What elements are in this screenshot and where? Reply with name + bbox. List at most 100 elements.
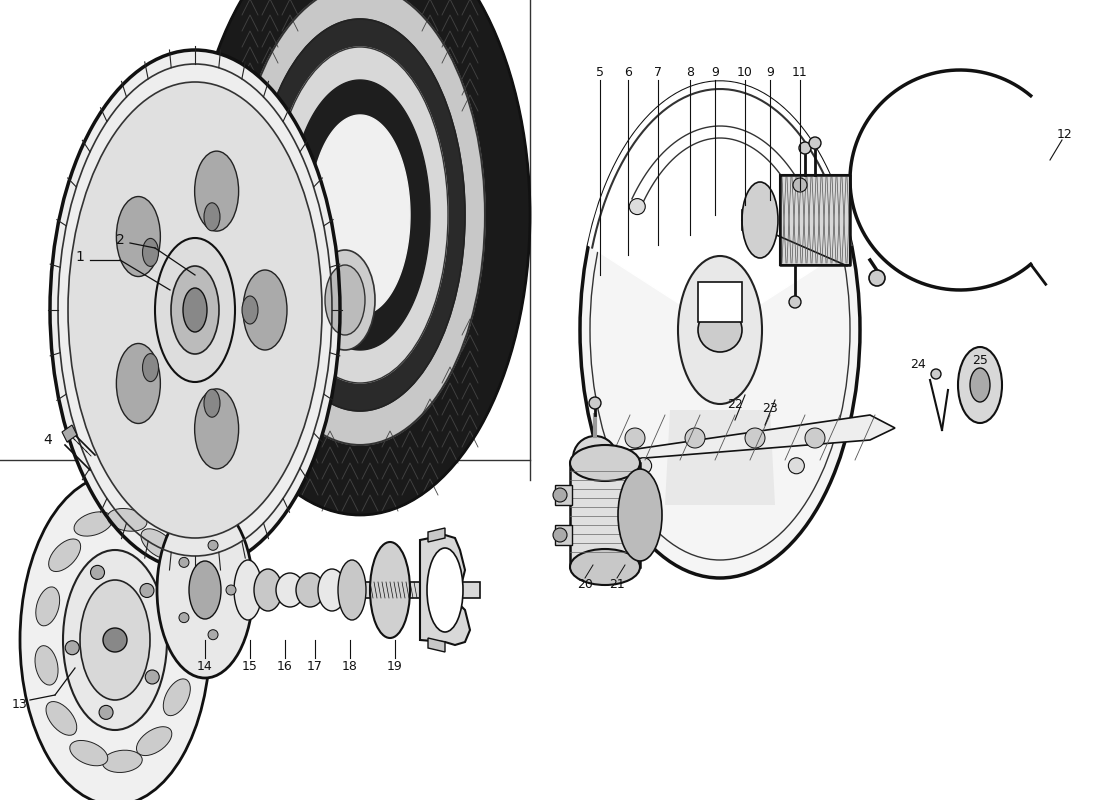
Text: 4: 4 xyxy=(44,433,53,447)
Circle shape xyxy=(588,397,601,409)
Text: 20: 20 xyxy=(578,578,593,591)
Text: 2: 2 xyxy=(116,233,124,247)
Circle shape xyxy=(573,436,617,480)
Ellipse shape xyxy=(141,529,175,559)
Ellipse shape xyxy=(678,256,762,404)
Circle shape xyxy=(799,142,811,154)
Circle shape xyxy=(636,458,651,474)
Polygon shape xyxy=(62,425,77,442)
Circle shape xyxy=(789,296,801,308)
Text: 10: 10 xyxy=(737,66,752,78)
Text: 9: 9 xyxy=(766,66,774,78)
Text: 23: 23 xyxy=(762,402,778,414)
Circle shape xyxy=(685,428,705,448)
Circle shape xyxy=(99,706,113,719)
Text: 12: 12 xyxy=(1057,129,1072,142)
Polygon shape xyxy=(780,175,850,265)
Ellipse shape xyxy=(68,82,322,538)
Text: eurospares: eurospares xyxy=(145,370,334,401)
Ellipse shape xyxy=(970,368,990,402)
Circle shape xyxy=(625,428,645,448)
Text: 25: 25 xyxy=(972,354,988,366)
Circle shape xyxy=(745,428,764,448)
Text: 14: 14 xyxy=(197,661,213,674)
Ellipse shape xyxy=(570,445,640,481)
Ellipse shape xyxy=(117,343,161,423)
Circle shape xyxy=(179,558,189,567)
Text: 7: 7 xyxy=(654,66,662,78)
Ellipse shape xyxy=(174,620,196,660)
Ellipse shape xyxy=(242,296,258,324)
Polygon shape xyxy=(190,0,530,515)
Text: 9: 9 xyxy=(711,66,719,78)
Ellipse shape xyxy=(570,549,640,585)
Circle shape xyxy=(553,488,566,502)
Polygon shape xyxy=(50,50,340,570)
Ellipse shape xyxy=(254,569,282,611)
Text: 17: 17 xyxy=(307,661,323,674)
Ellipse shape xyxy=(48,539,80,571)
Text: 6: 6 xyxy=(624,66,631,78)
Ellipse shape xyxy=(166,571,191,609)
Ellipse shape xyxy=(20,475,210,800)
Ellipse shape xyxy=(80,580,150,700)
Polygon shape xyxy=(272,47,448,383)
Polygon shape xyxy=(588,82,851,330)
Ellipse shape xyxy=(958,347,1002,423)
Ellipse shape xyxy=(170,266,219,354)
Ellipse shape xyxy=(189,561,221,619)
Text: 16: 16 xyxy=(277,661,293,674)
Circle shape xyxy=(629,198,646,214)
Circle shape xyxy=(781,175,798,191)
Circle shape xyxy=(103,628,127,652)
Ellipse shape xyxy=(157,502,253,678)
Ellipse shape xyxy=(296,573,324,607)
Polygon shape xyxy=(570,463,640,567)
Ellipse shape xyxy=(315,250,375,350)
Polygon shape xyxy=(556,485,572,505)
Ellipse shape xyxy=(580,82,860,578)
Text: 11: 11 xyxy=(792,66,807,78)
Polygon shape xyxy=(556,525,572,545)
Text: 1: 1 xyxy=(76,250,85,264)
Ellipse shape xyxy=(324,265,365,335)
Ellipse shape xyxy=(155,238,235,382)
Polygon shape xyxy=(235,0,485,445)
Circle shape xyxy=(208,540,218,550)
Text: 24: 24 xyxy=(910,358,926,371)
Ellipse shape xyxy=(195,389,239,469)
Text: 19: 19 xyxy=(387,661,403,674)
Ellipse shape xyxy=(243,270,287,350)
Text: 22: 22 xyxy=(727,398,742,411)
Circle shape xyxy=(869,270,886,286)
Ellipse shape xyxy=(36,587,59,626)
Circle shape xyxy=(789,458,804,474)
Ellipse shape xyxy=(427,548,463,632)
Text: eurospares: eurospares xyxy=(666,370,855,401)
Ellipse shape xyxy=(234,560,262,620)
Polygon shape xyxy=(255,19,465,411)
Text: 8: 8 xyxy=(686,66,694,78)
Ellipse shape xyxy=(204,202,220,230)
Ellipse shape xyxy=(143,238,158,266)
Ellipse shape xyxy=(108,509,147,531)
Ellipse shape xyxy=(117,197,161,277)
Ellipse shape xyxy=(63,550,167,730)
Ellipse shape xyxy=(35,646,58,685)
Ellipse shape xyxy=(276,573,304,607)
Polygon shape xyxy=(195,582,480,598)
Polygon shape xyxy=(595,415,895,462)
Ellipse shape xyxy=(143,354,158,382)
Circle shape xyxy=(553,528,566,542)
Circle shape xyxy=(226,585,236,595)
Polygon shape xyxy=(310,115,410,315)
Ellipse shape xyxy=(370,542,410,638)
Ellipse shape xyxy=(338,560,366,620)
Circle shape xyxy=(583,446,607,470)
Text: 15: 15 xyxy=(242,661,257,674)
Text: 13: 13 xyxy=(12,698,28,711)
Polygon shape xyxy=(428,528,446,542)
Circle shape xyxy=(808,137,821,149)
Circle shape xyxy=(208,630,218,640)
Circle shape xyxy=(140,583,154,598)
